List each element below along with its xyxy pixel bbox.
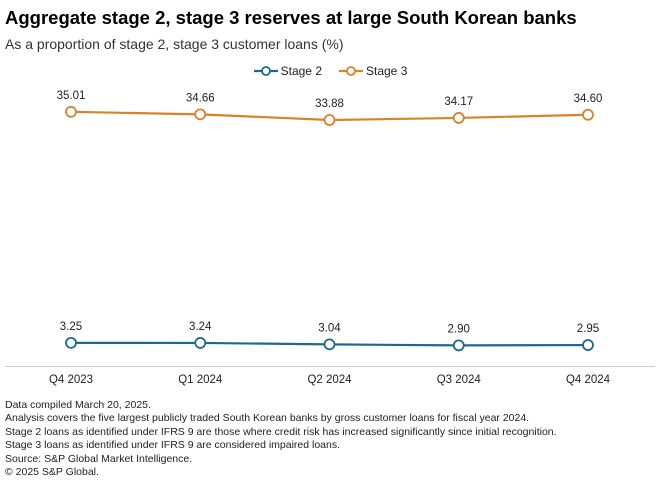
data-point-stage-3 xyxy=(582,108,594,121)
legend-item-stage-2: Stage 2 xyxy=(253,64,322,78)
data-point-stage-2 xyxy=(194,337,207,349)
legend: Stage 2 Stage 3 xyxy=(0,64,660,78)
footnote-date: Data compiled March 20, 2025. xyxy=(5,399,151,411)
x-tick-label: Q3 2024 xyxy=(437,374,482,386)
footnote-copyright: © 2025 S&P Global. xyxy=(5,466,99,479)
chart-subtitle: As a proportion of stage 2, stage 3 cust… xyxy=(5,36,344,52)
data-label-stage-2: 2.95 xyxy=(577,323,599,335)
data-label-stage-3: 33.88 xyxy=(315,98,344,110)
data-point-stage-2 xyxy=(323,338,336,351)
x-tick-label: Q2 2024 xyxy=(307,374,352,386)
legend-marker-stage-2 xyxy=(253,66,278,76)
x-tick-label: Q4 2023 xyxy=(49,374,93,386)
chart-title: Aggregate stage 2, stage 3 reserves at l… xyxy=(5,7,577,28)
x-tick-label: Q4 2024 xyxy=(566,374,611,386)
footnote-stage-3: Stage 3 loans as identified under IFRS 9… xyxy=(5,439,341,452)
footnotes: Data compiled March 20, 2025. Analysis c… xyxy=(5,399,655,479)
data-label-stage-2: 3.04 xyxy=(318,322,341,334)
data-point-stage-3 xyxy=(65,105,77,118)
data-point-stage-3 xyxy=(194,108,207,121)
data-point-stage-3 xyxy=(452,112,465,124)
data-label-stage-3: 34.60 xyxy=(574,93,603,105)
legend-label-stage-2: Stage 2 xyxy=(280,64,322,78)
data-label-stage-3: 34.66 xyxy=(186,92,215,104)
footnote-coverage: Analysis covers the five largest publicl… xyxy=(5,412,530,425)
data-label-stage-3: 34.17 xyxy=(444,96,473,108)
data-label-stage-3: 35.01 xyxy=(57,90,86,102)
data-label-stage-2: 3.24 xyxy=(189,321,212,333)
legend-item-stage-3: Stage 3 xyxy=(338,64,407,78)
data-point-stage-2 xyxy=(452,339,465,352)
data-label-stage-2: 3.25 xyxy=(60,321,82,333)
data-label-stage-2: 2.90 xyxy=(448,323,470,335)
legend-marker-stage-3 xyxy=(339,66,363,76)
footnote-source: Source: S&P Global Market Intelligence. xyxy=(5,452,193,465)
data-point-stage-2 xyxy=(65,336,77,349)
data-point-stage-3 xyxy=(323,114,336,126)
x-tick-label: Q1 2024 xyxy=(178,374,223,386)
footnote-stage-2: Stage 2 loans as identified under IFRS 9… xyxy=(5,425,557,438)
data-point-stage-2 xyxy=(582,339,594,351)
legend-label-stage-3: Stage 3 xyxy=(366,64,408,78)
